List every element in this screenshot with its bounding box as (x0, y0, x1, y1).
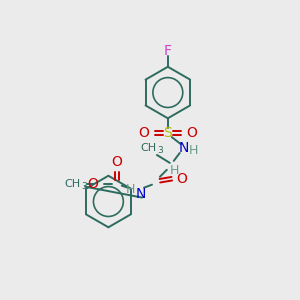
Text: H: H (189, 145, 198, 158)
Text: O: O (111, 155, 122, 169)
Text: H: H (125, 183, 135, 196)
Text: O: O (88, 177, 98, 191)
Text: CH: CH (140, 143, 156, 153)
Text: F: F (164, 44, 172, 58)
Text: S: S (164, 126, 172, 140)
Text: O: O (186, 126, 197, 140)
Text: O: O (139, 126, 149, 140)
Text: O: O (176, 172, 187, 186)
Text: CH: CH (64, 179, 80, 189)
Text: 3: 3 (157, 146, 163, 155)
Text: N: N (136, 187, 146, 201)
Text: H: H (170, 164, 179, 177)
Text: 3: 3 (81, 182, 87, 191)
Text: N: N (178, 141, 189, 155)
